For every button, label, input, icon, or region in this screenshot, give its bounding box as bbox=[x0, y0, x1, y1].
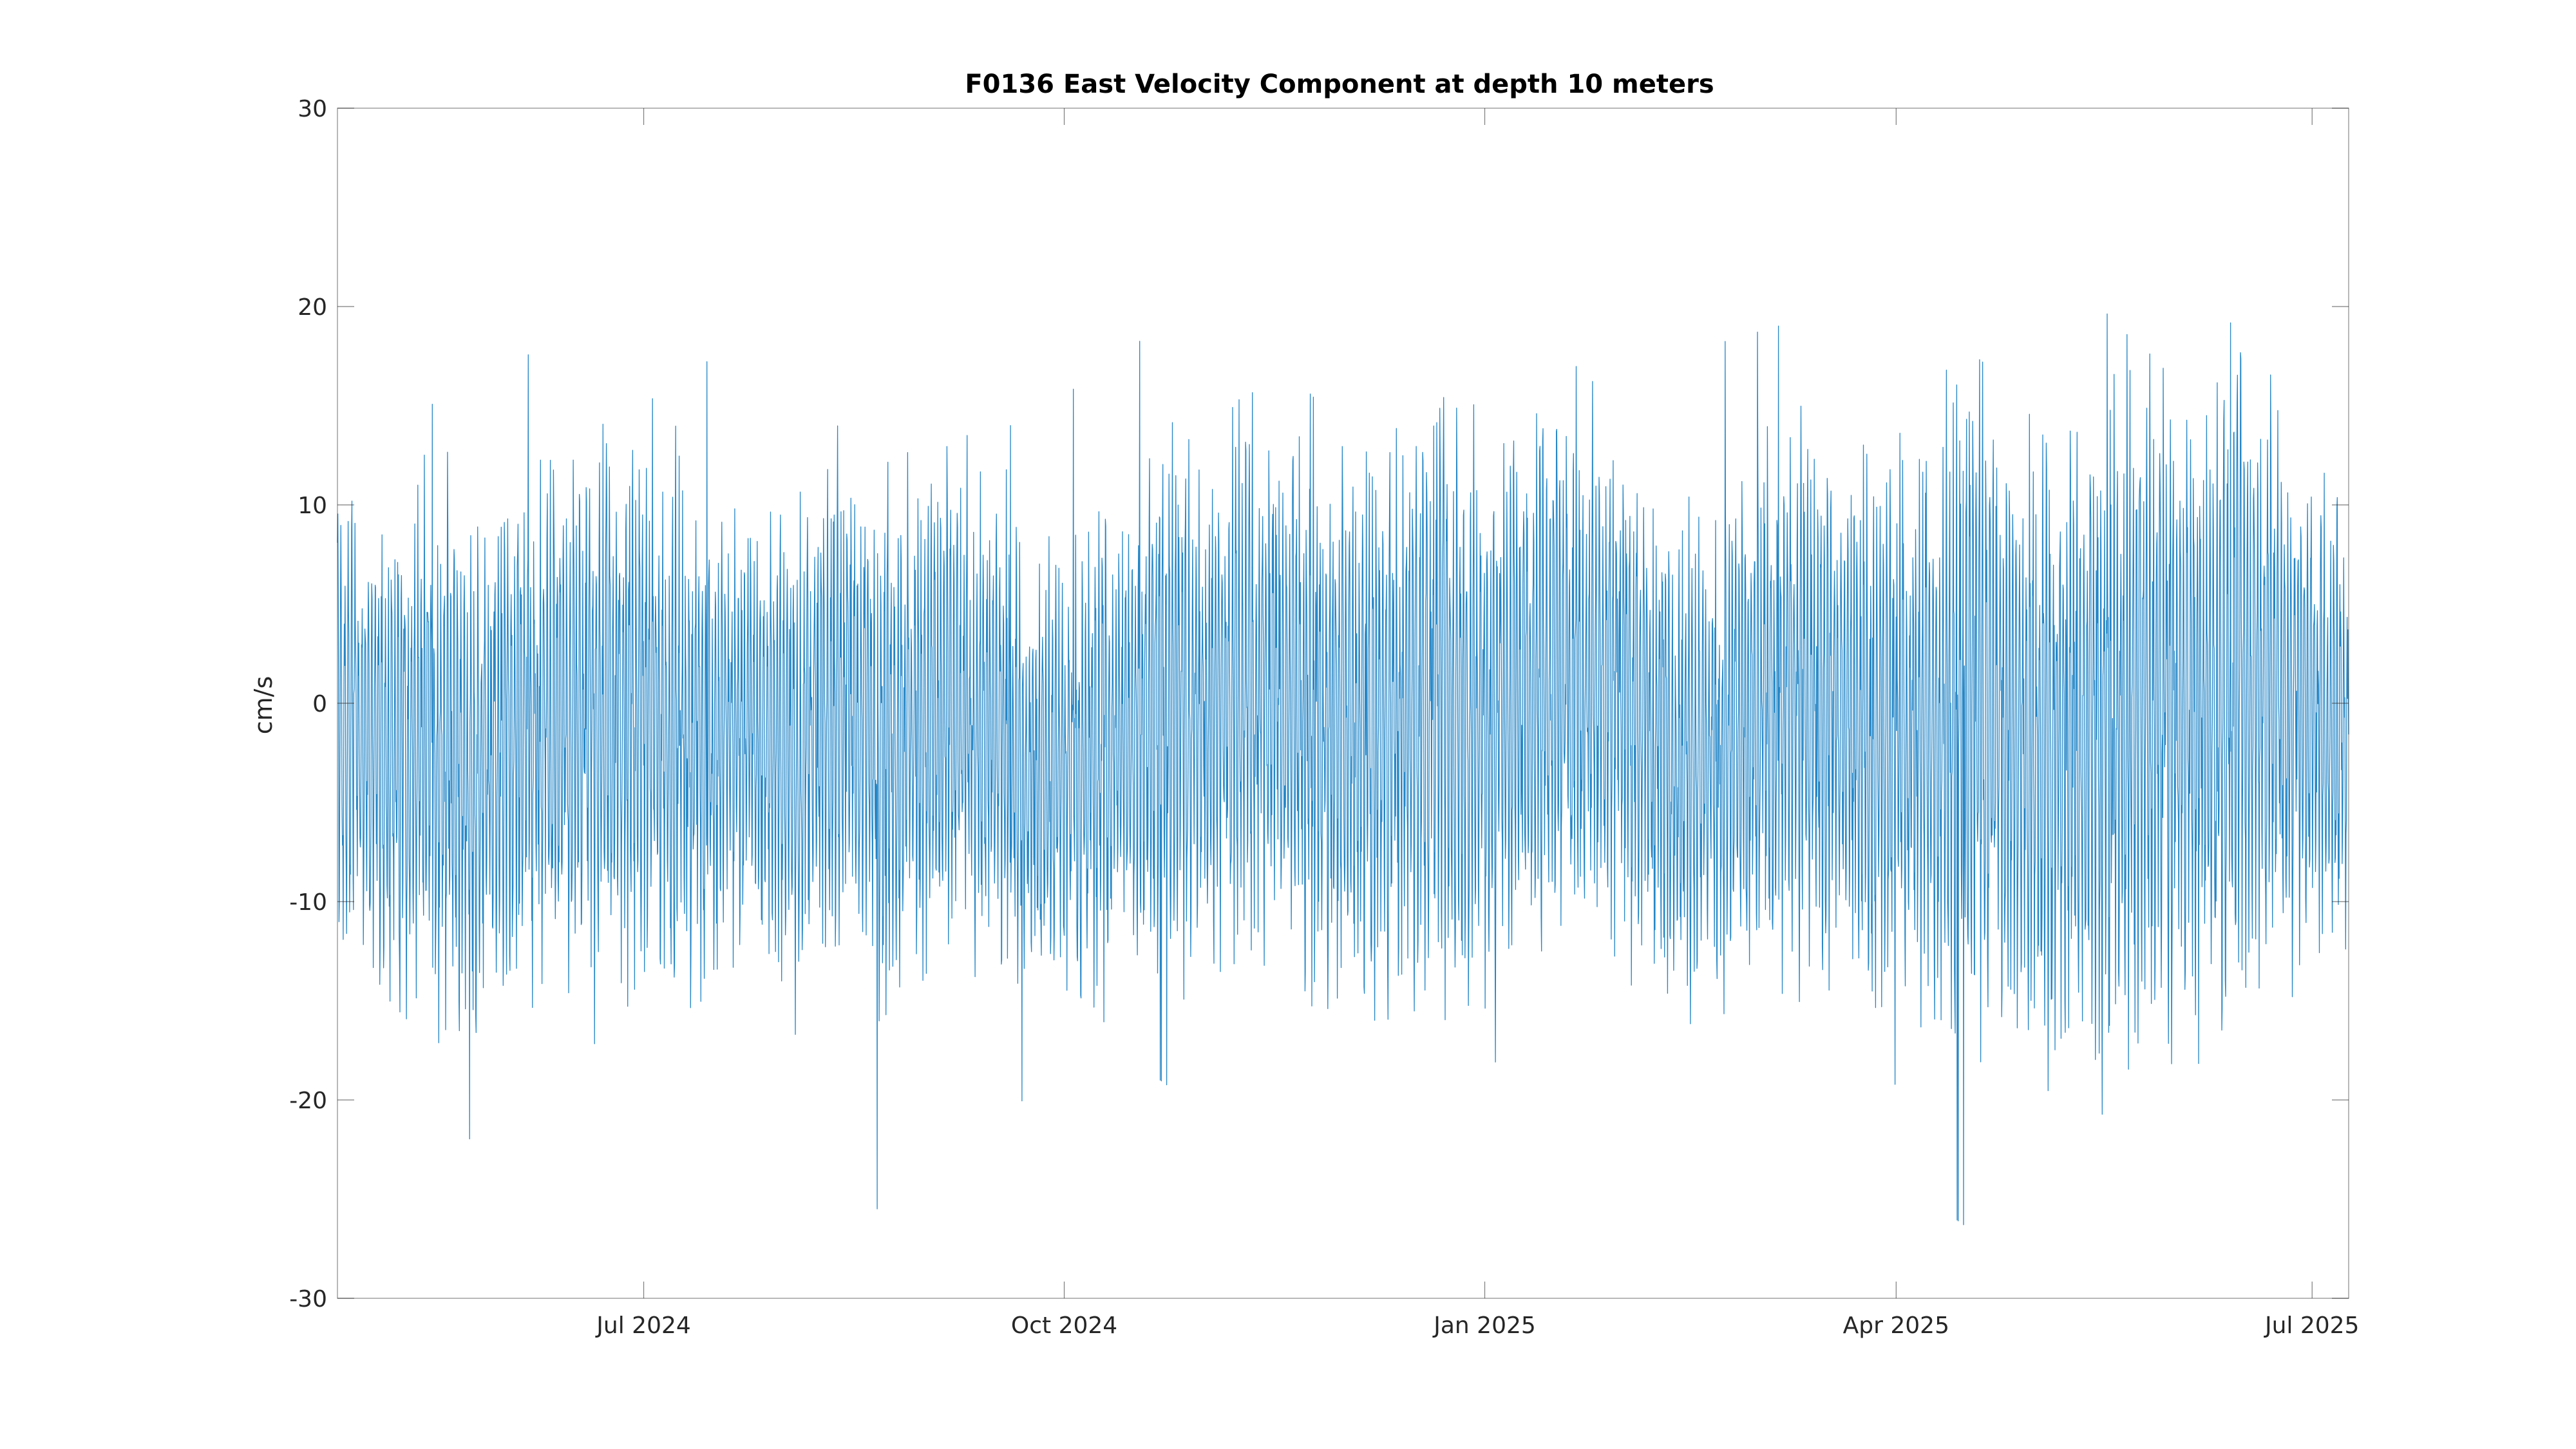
series-line bbox=[337, 313, 2349, 1226]
y-tick-label: 20 bbox=[298, 294, 327, 321]
y-tick-label: 10 bbox=[298, 493, 327, 519]
series-layer bbox=[337, 313, 2349, 1226]
x-tick-label: Oct 2024 bbox=[1011, 1312, 1117, 1339]
x-tick-label: Jul 2025 bbox=[2264, 1312, 2360, 1339]
x-tick-label: Apr 2025 bbox=[1843, 1312, 1949, 1339]
y-tick-label: -30 bbox=[289, 1286, 327, 1312]
x-tick-label: Jan 2025 bbox=[1432, 1312, 1536, 1339]
axes: -30 -20 -10 0 10 20 30 Jul 2024 Oct 2024 Jan 2025… bbox=[289, 96, 2359, 1339]
y-axis-label: cm/s bbox=[249, 676, 278, 735]
y-tick-label: 30 bbox=[298, 96, 327, 122]
x-tick-label: Jul 2024 bbox=[595, 1312, 691, 1339]
y-tick-label: 0 bbox=[312, 691, 327, 717]
y-tick-label: -10 bbox=[289, 889, 327, 916]
y-tick-label: -20 bbox=[289, 1088, 327, 1114]
chart-title: F0136 East Velocity Component at depth 1… bbox=[965, 70, 1714, 99]
